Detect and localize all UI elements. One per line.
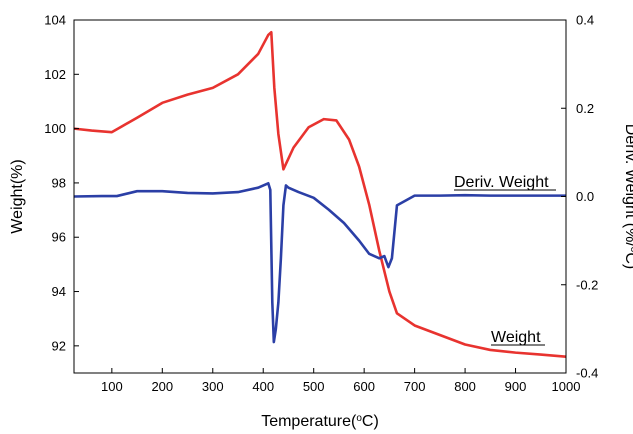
y-right-tick-label-1: -0.2: [576, 277, 598, 292]
x-tick-label-800: 800: [454, 379, 476, 394]
x-tick-label-300: 300: [202, 379, 224, 394]
y-left-tick-label-102: 102: [44, 67, 66, 82]
plot-area: [74, 30, 566, 359]
y-right-tick-label-2: 0.0: [576, 189, 594, 204]
weight-series-label: Weight: [491, 329, 541, 346]
series-line-deriv-weight: [74, 181, 566, 344]
x-tick-label-900: 900: [505, 379, 527, 394]
x-tick-label-200: 200: [151, 379, 173, 394]
y-left-tick-label-100: 100: [44, 121, 66, 136]
deriv-weight-series-label: Deriv. Weight: [454, 174, 549, 191]
tick-marks: [74, 19, 567, 374]
x-tick-label-500: 500: [303, 379, 325, 394]
y-axis-right-title: Deriv. Weight (%/oC): [622, 124, 633, 269]
x-tick-label-400: 400: [252, 379, 274, 394]
y-left-tick-label-104: 104: [44, 13, 66, 28]
y-axis-left-title: Weight(%): [9, 159, 26, 233]
series-line-weight: [74, 30, 566, 359]
y-left-tick-label-96: 96: [52, 230, 66, 245]
y-left-tick-label-94: 94: [52, 284, 66, 299]
y-left-tick-label-98: 98: [52, 175, 66, 190]
y-right-tick-label-3: 0.2: [576, 101, 594, 116]
y-right-tick-label-4: 0.4: [576, 13, 594, 28]
x-tick-label-700: 700: [404, 379, 426, 394]
y-right-tick-label-0: -0.4: [576, 366, 598, 381]
tick-labels: 100 200 300 400 500 600 700 800 900 1000 92 94 96 98 1…: [44, 13, 598, 395]
x-axis-title: Temperature(oC): [261, 413, 379, 431]
x-tick-label-100: 100: [101, 379, 123, 394]
y-left-tick-label-92: 92: [52, 338, 66, 353]
x-tick-label-1000: 1000: [552, 379, 581, 394]
x-tick-label-600: 600: [353, 379, 375, 394]
